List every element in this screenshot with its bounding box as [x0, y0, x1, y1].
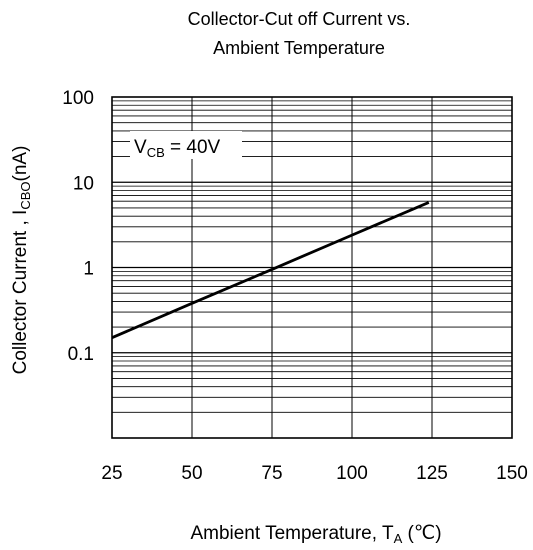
plot-frame — [111, 96, 513, 439]
chart-title-line-1: Collector-Cut off Current vs. — [188, 9, 411, 29]
chart-title-line-2: Ambient Temperature — [213, 38, 385, 58]
y-tick-label: 100 — [62, 88, 94, 109]
annotation-box — [130, 131, 242, 159]
series-line — [111, 201, 430, 339]
y-axis-label-unit: (nA) — [10, 146, 31, 182]
y-tick-label: 0.1 — [68, 344, 94, 365]
x-tick-label: 100 — [336, 463, 368, 484]
x-tick-labels: 25 50 75 100 125 150 — [101, 463, 527, 484]
x-tick-label: 75 — [261, 463, 282, 484]
x-tick-label: 50 — [181, 463, 202, 484]
y-axis-label-main: Collector Current , I — [10, 210, 31, 375]
annotation-vcb: VCB = 40V — [134, 137, 221, 160]
annotation-rest: = 40V — [165, 137, 221, 158]
y-tick-label: 1 — [83, 259, 94, 280]
x-axis-label-main: Ambient Temperature, T — [190, 523, 394, 544]
y-axis-label: Collector Current , ICBO(nA) — [10, 146, 33, 375]
x-axis-label-sub: A — [394, 531, 403, 546]
x-tick-label: 125 — [416, 463, 448, 484]
annotation-sub: CB — [147, 145, 165, 160]
y-tick-labels: 0.1 1 10 100 — [62, 88, 94, 365]
annotation-main: V — [134, 137, 147, 158]
x-tick-label: 150 — [496, 463, 528, 484]
y-tick-label: 10 — [73, 173, 94, 194]
x-axis-label: Ambient Temperature, TA (℃) — [190, 523, 441, 546]
x-axis-label-unit: (℃) — [402, 523, 441, 544]
x-tick-label: 25 — [101, 463, 122, 484]
grid — [112, 97, 512, 438]
series-layer — [111, 201, 430, 339]
y-axis-label-sub: CBO — [18, 182, 33, 210]
